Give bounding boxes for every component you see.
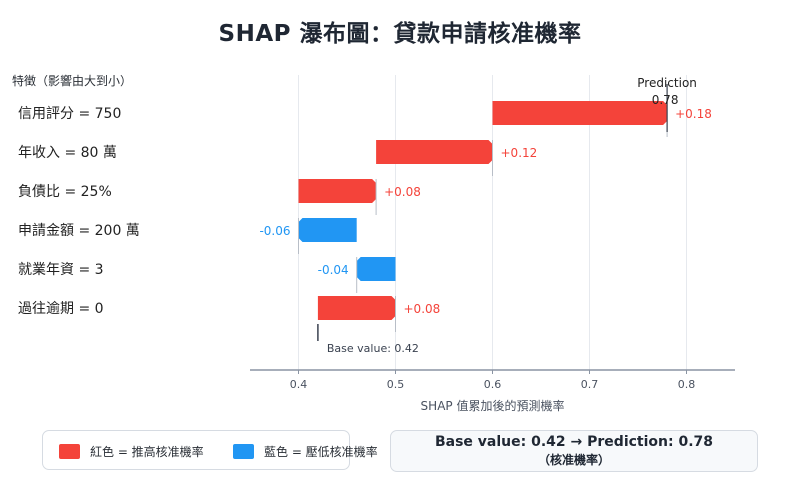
legend-label-positive: 紅色 = 推高核准機率 (90, 445, 204, 459)
prediction-label: Prediction (637, 76, 697, 90)
feature-label-5: 過往逾期 = 0 (18, 301, 104, 317)
legend-label-negative: 藍色 = 壓低核准機率 (264, 445, 378, 459)
feature-header: 特徵（影響由大到小） (12, 73, 132, 88)
feature-label-0: 信用評分 = 750 (18, 106, 121, 122)
prediction-value-label: 0.78 (652, 93, 679, 107)
x-tick-label-0: 0.4 (290, 378, 308, 391)
x-tick-label-1: 0.5 (387, 378, 405, 391)
value-label-0: +0.18 (675, 107, 712, 121)
feature-label-3: 申請金額 = 200 萬 (18, 223, 140, 239)
base-value-label: Base value: 0.42 (327, 342, 419, 355)
feature-label-2: 負債比 = 25% (18, 184, 112, 200)
legend-swatch-positive (59, 444, 80, 459)
legend-swatch-negative (233, 444, 254, 459)
legend: 紅色 = 推高核准機率 藍色 = 壓低核准機率 (42, 430, 378, 470)
legend-item-negative: 藍色 = 壓低核准機率 (233, 443, 378, 460)
waterfall-chart: 特徵（影響由大到小） 信用評分 = 750 +0.18 年收入 = 80 萬 +0.12… (12, 73, 735, 413)
bar-1 (376, 140, 493, 164)
legend-item-positive: 紅色 = 推高核准機率 (59, 443, 204, 460)
bar-3 (298, 218, 357, 242)
bar-2 (298, 179, 377, 203)
value-label-2: +0.08 (384, 185, 421, 199)
x-axis-label: SHAP 值累加後的預測機率 (421, 398, 565, 413)
x-tick-label-3: 0.7 (581, 378, 599, 391)
summary-box: Base value: 0.42 → Prediction: 0.78 （核准機… (390, 430, 758, 472)
bar-0 (492, 101, 668, 125)
summary-caption: （核准機率） (537, 453, 610, 467)
bar-4 (356, 257, 396, 281)
value-label-5: +0.08 (404, 302, 441, 316)
feature-label-1: 年收入 = 80 萬 (18, 145, 117, 161)
bar-5 (317, 296, 396, 320)
value-label-4: -0.04 (318, 263, 349, 277)
value-label-3: -0.06 (259, 224, 290, 238)
summary-base-to-prediction: Base value: 0.42 → Prediction: 0.78 (434, 434, 714, 450)
chart-title: SHAP 瀑布圖：貸款申請核准機率 (218, 21, 582, 47)
x-tick-label-4: 0.8 (678, 378, 696, 391)
feature-label-4: 就業年資 = 3 (18, 262, 104, 278)
value-label-1: +0.12 (501, 146, 538, 160)
x-tick-label-2: 0.6 (484, 378, 502, 391)
